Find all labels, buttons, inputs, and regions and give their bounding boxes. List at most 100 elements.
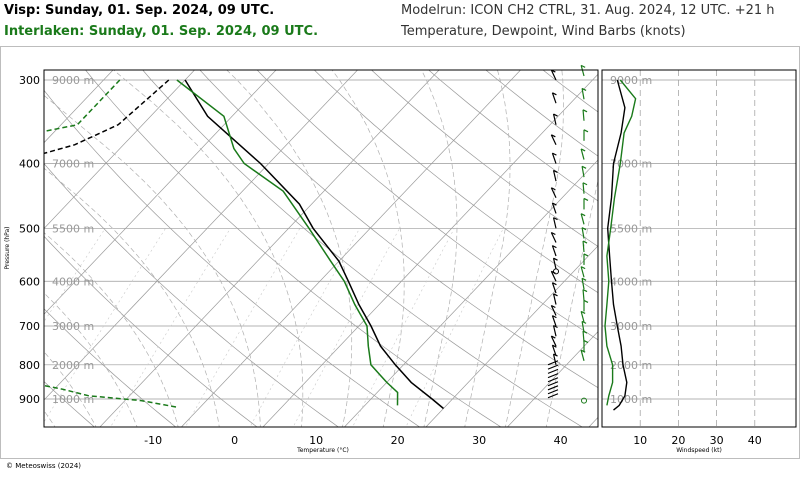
dry-adiabat — [44, 235, 258, 427]
wind-barb-flag — [551, 335, 556, 339]
isotherm — [44, 70, 114, 144]
altitude-label: 4000 m — [52, 275, 94, 288]
altitude-label: 9000 m — [52, 74, 94, 87]
wind-axis-label: Windspeed (kt) — [676, 447, 722, 454]
wind-tick-label: 30 — [710, 434, 724, 447]
wind-barb — [580, 65, 585, 77]
wind-barb — [551, 245, 557, 257]
wind-barb — [551, 152, 557, 164]
wind-barb — [550, 271, 557, 282]
wind-barb-flag — [551, 134, 556, 138]
wind-barb-flag — [553, 113, 558, 117]
wind-barb-flag — [580, 349, 586, 353]
y-tick-label: 400 — [19, 158, 40, 171]
wind-barb — [550, 187, 557, 198]
dry-adiabat — [44, 381, 95, 427]
station-1-title: Visp: Sunday, 01. Sep. 2024, 09 UTC. — [4, 3, 275, 18]
interlaken-dewpoint-line — [44, 79, 177, 408]
wind-barb — [550, 134, 557, 146]
dry-adiabat — [44, 89, 421, 427]
dry-adiabat — [44, 308, 177, 427]
x-tick-label: -10 — [144, 434, 162, 447]
wind-barbs — [547, 64, 589, 404]
wind-barb-flag — [551, 304, 556, 309]
altitude-label: 2000 m — [52, 359, 94, 372]
figure-frame — [0, 46, 800, 459]
visp-temperature-line — [184, 79, 444, 410]
wind-barb — [552, 353, 557, 365]
wind-barb — [547, 381, 559, 387]
wind-frame — [601, 69, 797, 428]
moist-adiabat — [464, 70, 511, 427]
y-tick-label: 700 — [19, 320, 40, 333]
wind-barb-flag — [583, 129, 589, 133]
x-tick-label: 0 — [231, 434, 238, 447]
wind-barb — [547, 389, 559, 395]
moist-adiabat — [421, 70, 458, 427]
wind-barb — [581, 321, 585, 333]
mixing-ratio-line — [249, 228, 360, 427]
wind-barb — [552, 293, 557, 305]
wind-barb — [582, 182, 585, 194]
wind-barb — [547, 373, 559, 379]
calm-wind-marker — [581, 397, 587, 404]
wind-grid: 10 20 30 40 9000 m 7000 m 5500 m 4000 m 3000 m 20… — [602, 70, 796, 447]
wind-barb-flag — [552, 245, 557, 249]
moist-adiabat — [44, 292, 138, 427]
y-tick-label: 800 — [19, 359, 40, 372]
interlaken-temperature-line — [176, 79, 399, 406]
wind-barb-flag — [581, 227, 587, 231]
moist-adiabat — [226, 70, 353, 427]
wind-barb — [551, 92, 557, 104]
wind-barb-flag — [552, 202, 557, 206]
isotherm — [425, 245, 598, 427]
wind-barb — [582, 331, 585, 343]
calm-wind-marker — [553, 268, 559, 275]
interlaken-wind-line — [604, 79, 637, 406]
wind-barb — [551, 282, 557, 294]
wind-barb — [582, 109, 585, 121]
wind-altitude-label: 2000 m — [610, 359, 652, 372]
wind-barb-flag — [581, 320, 587, 324]
wind-barb — [582, 289, 585, 301]
wind-barb-flag — [581, 165, 587, 169]
wind-barb-flag — [583, 197, 589, 201]
skew-t-grid — [44, 70, 598, 427]
wind-barb — [580, 148, 585, 160]
wind-barb — [550, 69, 557, 81]
wind-altitude-label: 1000 m — [610, 393, 652, 406]
wind-barb-flag — [583, 340, 589, 344]
isotherm — [44, 70, 277, 315]
wind-barb-flag — [553, 257, 558, 261]
x-tick-label: 40 — [554, 434, 568, 447]
wind-barb-flag — [582, 109, 588, 113]
wind-barb-flag — [552, 344, 557, 348]
wind-barb — [547, 368, 559, 374]
wind-barb-flag — [583, 299, 589, 304]
wind-barb — [552, 325, 557, 337]
wind-altitude-label: 7000 m — [610, 158, 652, 171]
y-tick-label: 600 — [19, 275, 40, 288]
visp-wind-line — [606, 79, 628, 411]
wind-barb — [581, 278, 585, 290]
dry-adiabat — [256, 70, 598, 341]
wind-profiles — [604, 79, 637, 411]
mixing-ratio-line — [185, 228, 301, 427]
wind-barb-flag — [580, 213, 586, 217]
wind-barb-flag — [552, 92, 557, 96]
wind-barb — [547, 393, 559, 399]
wind-barb — [580, 266, 585, 278]
wind-barb — [580, 213, 585, 225]
wind-barb — [547, 364, 559, 370]
wind-barb — [581, 88, 585, 100]
wind-barb-flag — [553, 353, 558, 357]
wind-barb-flag — [553, 169, 558, 173]
x-tick-label: 30 — [472, 434, 486, 447]
altitude-label: 5500 m — [52, 222, 94, 235]
mixing-ratio-line — [352, 228, 455, 427]
dry-adiabat — [428, 70, 598, 202]
moist-adiabat — [44, 167, 220, 427]
wind-barb-flag — [553, 293, 558, 297]
x-tick-label: 10 — [309, 434, 323, 447]
wind-barb — [551, 344, 557, 356]
